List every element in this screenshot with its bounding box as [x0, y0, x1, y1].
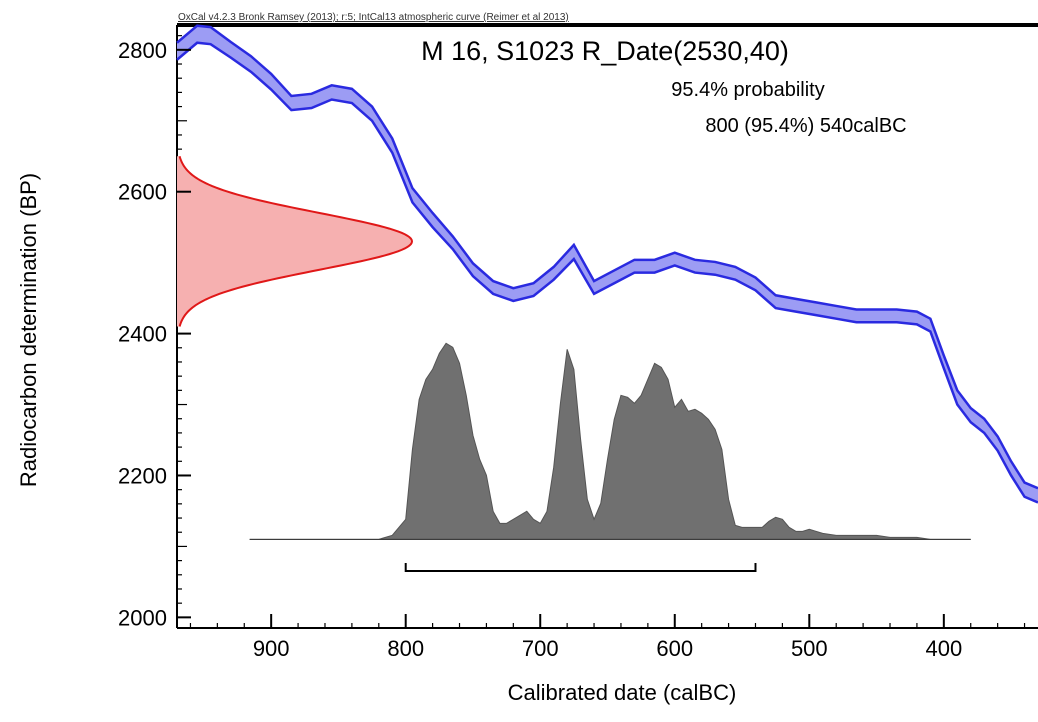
y-tick-labels: 2000 2200 2400 2600 2800: [118, 38, 191, 630]
x-tick-label: 700: [522, 636, 559, 661]
probability-label: 95.4% probability: [671, 79, 824, 101]
y-tick-label: 2600: [118, 180, 167, 205]
calibration-curve-lower: [176, 41, 1038, 504]
x-tick-label: 800: [387, 636, 424, 661]
y-tick-label: 2400: [118, 322, 167, 347]
radiocarbon-distribution-outline: [178, 155, 414, 327]
calibration-curve-upper: [176, 24, 1038, 490]
x-tick-label: 600: [656, 636, 693, 661]
calibration-curve: [176, 24, 1038, 504]
y-axis-label: Radiocarbon determination (BP): [16, 173, 41, 487]
y-tick-label: 2800: [118, 38, 167, 63]
x-tick-labels: 900 800 700 600 500 400: [253, 614, 962, 661]
y-tick-label: 2000: [118, 605, 167, 630]
radiocarbon-distribution-fill: [177, 156, 412, 327]
radiocarbon-distribution: [177, 155, 414, 327]
range-bracket: [404, 563, 757, 572]
x-axis-label: Calibrated date (calBC): [508, 680, 737, 705]
calibrated-distribution: [249, 342, 971, 540]
y-tick-label: 2200: [118, 463, 167, 488]
x-tick-label: 400: [925, 636, 962, 661]
oxcal-header-credit: OxCal v4.2.3 Bronk Ramsey (2013); r:5; I…: [178, 12, 569, 23]
chart-title: M 16, S1023 R_Date(2530,40): [421, 36, 789, 66]
x-tick-label: 500: [791, 636, 828, 661]
range-label: 800 (95.4%) 540calBC: [705, 115, 906, 137]
calibrated-distribution-area: [249, 342, 971, 540]
calibration-curve-band: [177, 25, 1038, 503]
x-tick-label: 900: [253, 636, 290, 661]
